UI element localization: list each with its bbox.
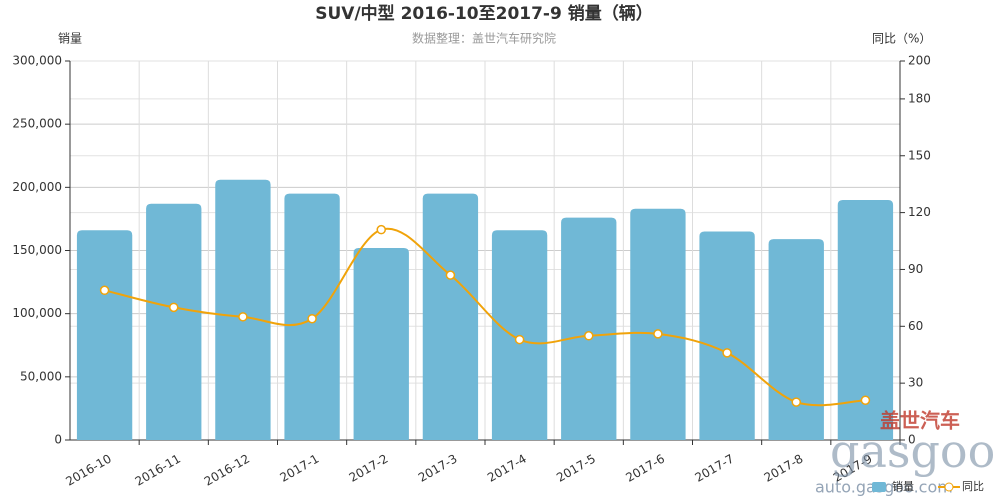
point — [722, 348, 732, 358]
bar — [630, 208, 686, 440]
point — [307, 313, 317, 324]
y2-tick-label: 180 — [908, 91, 931, 105]
x-tick-label: 2017-8 — [762, 452, 806, 485]
watermark: gasgoo — [830, 424, 995, 478]
x-tick-label: 2016-11 — [133, 452, 183, 489]
y2-tick-label: 90 — [908, 262, 923, 276]
y-axis-label: 销量 — [58, 32, 82, 46]
y2-tick-label: 60 — [908, 319, 923, 333]
point — [445, 270, 456, 280]
x-tick-label: 2017-4 — [485, 452, 529, 485]
y2-tick-label: 0 — [908, 433, 916, 447]
y2-tick-label: 200 — [908, 54, 931, 68]
x-tick-label: 2017-2 — [347, 452, 391, 485]
x-tick-label: 2016-10 — [63, 452, 113, 489]
y-tick-label: 250,000 — [12, 117, 62, 131]
point — [376, 224, 386, 235]
legend-label: 同比 — [962, 480, 984, 493]
y-tick-label: 0 — [54, 433, 62, 447]
point — [791, 397, 801, 407]
point — [584, 331, 594, 341]
point — [238, 312, 248, 322]
point — [169, 302, 179, 313]
bar — [215, 179, 271, 440]
bar — [353, 247, 409, 440]
bar — [768, 239, 824, 440]
legend-swatch — [944, 482, 954, 492]
x-tick-label: 2017-1 — [278, 452, 322, 485]
y-tick-label: 200,000 — [12, 180, 62, 194]
y-tick-label: 150,000 — [12, 243, 62, 257]
chart-subtitle: 数据整理：盖世汽车研究院 — [412, 31, 556, 46]
watermark: 盖世汽车 — [880, 409, 960, 433]
point — [514, 334, 525, 345]
legend-swatch — [872, 482, 886, 492]
y2-tick-label: 30 — [908, 376, 923, 390]
bar — [76, 230, 133, 440]
x-tick-label: 2017-6 — [623, 452, 667, 485]
x-tick-label: 2016-12 — [202, 452, 252, 489]
x-tick-label: 2017-3 — [416, 452, 460, 485]
bar — [699, 231, 755, 440]
y2-tick-label: 150 — [908, 148, 931, 162]
point — [653, 329, 663, 339]
y2-axis-label: 同比（%） — [872, 32, 931, 46]
bar — [422, 193, 479, 440]
y-tick-label: 300,000 — [12, 54, 62, 68]
y-tick-label: 50,000 — [20, 369, 62, 383]
bar — [561, 217, 617, 440]
bar — [837, 199, 894, 440]
y2-tick-label: 120 — [908, 205, 931, 219]
y-tick-label: 100,000 — [12, 306, 62, 320]
legend-label: 销量 — [892, 479, 914, 493]
chart-title: SUV/中型 2016-10至2017-9 销量（辆） — [315, 3, 652, 24]
bar — [146, 203, 202, 440]
point — [99, 285, 110, 296]
x-tick-label: 2017-7 — [693, 452, 737, 485]
point — [860, 395, 871, 405]
x-tick-label: 2017-5 — [554, 452, 598, 485]
